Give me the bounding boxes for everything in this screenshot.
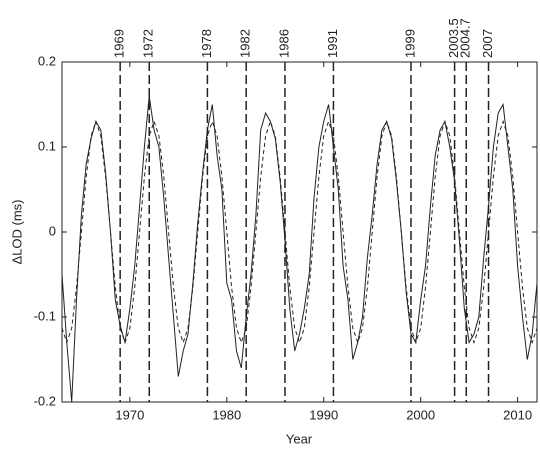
event-label: 2004.7 [458, 18, 473, 58]
y-tick-label: -0.2 [34, 393, 56, 408]
event-label: 1982 [238, 29, 253, 58]
y-tick-label: 0.1 [38, 138, 56, 153]
x-tick-label: 2000 [406, 407, 435, 422]
x-tick-label: 1980 [212, 407, 241, 422]
y-tick-label: -0.1 [34, 308, 56, 323]
event-label: 2007 [480, 29, 495, 58]
event-label: 2003.5 [446, 18, 461, 58]
event-label: 1991 [325, 29, 340, 58]
y-axis-label: ΔLOD (ms) [9, 199, 24, 264]
x-tick-label: 2010 [503, 407, 532, 422]
event-label: 1969 [112, 29, 127, 58]
series-line [61, 95, 538, 403]
y-tick-label: 0.2 [38, 53, 56, 68]
event-label: 1986 [276, 29, 291, 58]
y-tick-label: 0 [49, 223, 56, 238]
event-label: 1999 [402, 29, 417, 58]
x-tick-label: 1990 [309, 407, 338, 422]
event-label: 1978 [199, 29, 214, 58]
x-axis-label: Year [286, 431, 313, 446]
event-label: 1972 [141, 29, 156, 58]
x-tick-label: 1970 [115, 407, 144, 422]
